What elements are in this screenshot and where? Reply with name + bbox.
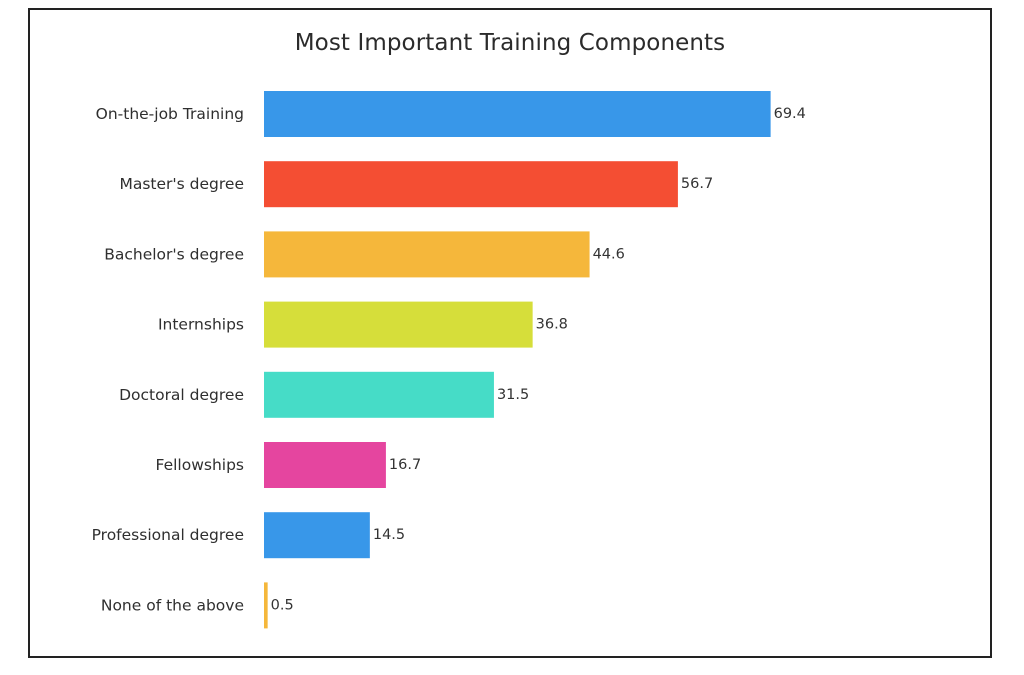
bar-6 <box>264 512 370 559</box>
value-label-2: 44.6 <box>593 246 625 262</box>
category-label-3: Internships <box>158 316 244 334</box>
value-label-0: 69.4 <box>774 106 806 122</box>
category-label-7: None of the above <box>101 596 244 614</box>
bar-2 <box>264 231 590 278</box>
category-label-6: Professional degree <box>92 526 244 544</box>
bar-3 <box>264 301 533 348</box>
bar-chart: On-the-job Training 69.4 Master's degree 56… <box>92 91 806 629</box>
bar-4 <box>264 371 494 418</box>
value-label-7: 0.5 <box>271 597 294 613</box>
category-label-0: On-the-job Training <box>96 105 244 123</box>
value-label-6: 14.5 <box>373 527 405 543</box>
bar-0 <box>264 91 771 137</box>
category-label-2: Bachelor's degree <box>104 245 244 263</box>
bar-1 <box>264 161 678 208</box>
category-label-5: Fellowships <box>156 456 245 474</box>
value-label-4: 31.5 <box>497 387 529 403</box>
category-label-4: Doctoral degree <box>119 386 244 404</box>
value-label-5: 16.7 <box>389 457 421 473</box>
category-label-1: Master's degree <box>119 175 244 193</box>
bar-7 <box>264 582 268 629</box>
chart-title: Most Important Training Components <box>294 30 726 56</box>
value-label-3: 36.8 <box>536 317 568 333</box>
bar-5 <box>264 442 386 488</box>
chart-frame: Most Important Training Components On-th… <box>28 8 992 658</box>
value-label-1: 56.7 <box>681 176 713 192</box>
